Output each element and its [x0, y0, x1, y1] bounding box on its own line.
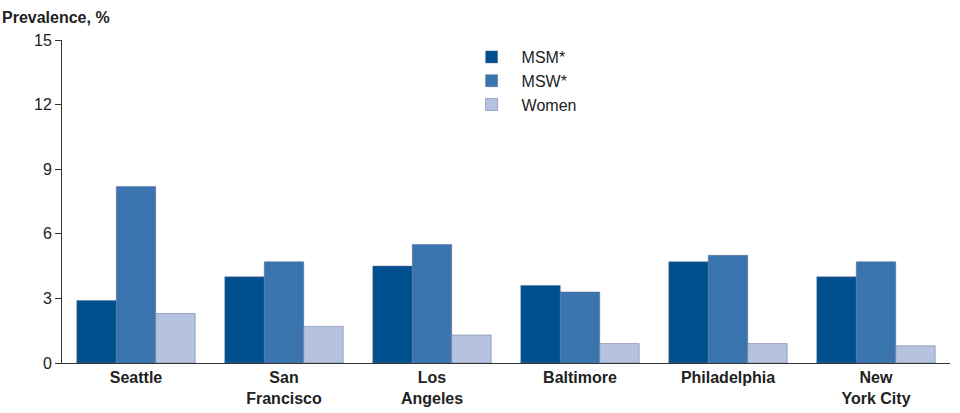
svg-text:12: 12 [34, 96, 52, 113]
svg-text:LosAngeles: LosAngeles [401, 369, 463, 407]
svg-text:9: 9 [43, 161, 52, 178]
svg-text:15: 15 [34, 32, 52, 49]
svg-text:Women: Women [522, 97, 577, 114]
svg-text:0: 0 [43, 355, 52, 372]
svg-text:Prevalence, %: Prevalence, % [2, 9, 110, 26]
svg-text:Baltimore: Baltimore [543, 369, 617, 386]
svg-text:MSM*: MSM* [522, 49, 566, 66]
svg-text:Seattle: Seattle [110, 369, 163, 386]
svg-text:6: 6 [43, 225, 52, 242]
svg-text:3: 3 [43, 290, 52, 307]
svg-text:SanFrancisco: SanFrancisco [246, 369, 322, 407]
svg-text:NewYork City: NewYork City [841, 369, 910, 407]
svg-text:Philadelphia: Philadelphia [681, 369, 775, 386]
svg-text:MSW*: MSW* [522, 73, 567, 90]
